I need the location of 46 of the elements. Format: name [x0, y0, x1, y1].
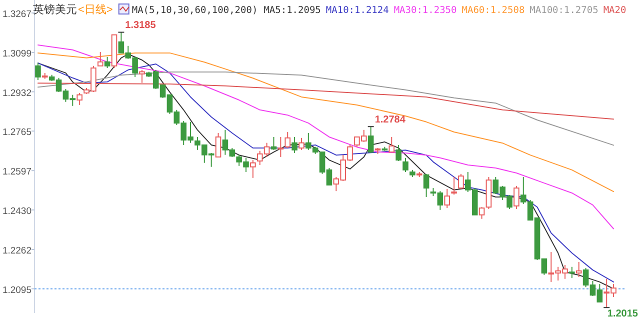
text: MA5:1.2095: [264, 5, 321, 16]
candlestick: [576, 261, 582, 278]
candlestick: [458, 173, 464, 190]
y-tick-label: 1.2430: [2, 206, 32, 217]
y-tick-label: 1.2262: [2, 245, 32, 256]
annotation: 1.2015: [607, 308, 638, 320]
text: MA100:1.2705: [530, 5, 598, 16]
text: MA60:1.2508: [462, 5, 525, 16]
y-tick-label: 1.3267: [2, 8, 32, 20]
candlestick: [292, 136, 298, 154]
y-tick-label: 1.2095: [2, 284, 32, 296]
chart-subtitle: <日线>: [78, 3, 113, 16]
candlestick: [478, 206, 485, 220]
candlestick: [76, 92, 82, 106]
candlestick: [388, 136, 395, 153]
text: MA10:1.2124: [326, 5, 390, 16]
candlestick: [368, 126, 374, 154]
text: MA20: [603, 5, 626, 16]
y-tick-label: 1.2597: [2, 166, 32, 178]
candlestick: [444, 188, 450, 209]
annotation: 1.2784: [374, 114, 406, 126]
candlestick: [284, 132, 291, 149]
candlestick: [298, 137, 304, 150]
candlestick: [569, 266, 575, 278]
text: MA30:1.2350: [394, 5, 458, 16]
candlestick: [396, 144, 402, 162]
candlestick: [451, 176, 457, 196]
y-tick-label: 1.2765: [2, 127, 32, 138]
annotation: MA(5,10,30,60,100,200): [132, 5, 258, 16]
line-series: [37, 44, 614, 230]
y-tick-label: 1.3099: [2, 48, 32, 60]
chart-title: 英镑美元: [33, 3, 77, 16]
candlestick: [423, 173, 430, 198]
candlestick: [215, 132, 222, 158]
annotation: 1.3185: [125, 20, 156, 32]
line-series: [37, 72, 614, 146]
y-tick-label: 1.2932: [2, 88, 32, 99]
candlestick: [35, 62, 41, 81]
candlestick: [514, 185, 520, 210]
candlestick: [104, 56, 110, 69]
candlestick: [97, 52, 104, 66]
line-series: [37, 52, 614, 192]
candlestick: [270, 136, 277, 150]
candlestick: [402, 157, 408, 173]
candlestick: [278, 136, 284, 158]
candlestick: [250, 160, 256, 178]
